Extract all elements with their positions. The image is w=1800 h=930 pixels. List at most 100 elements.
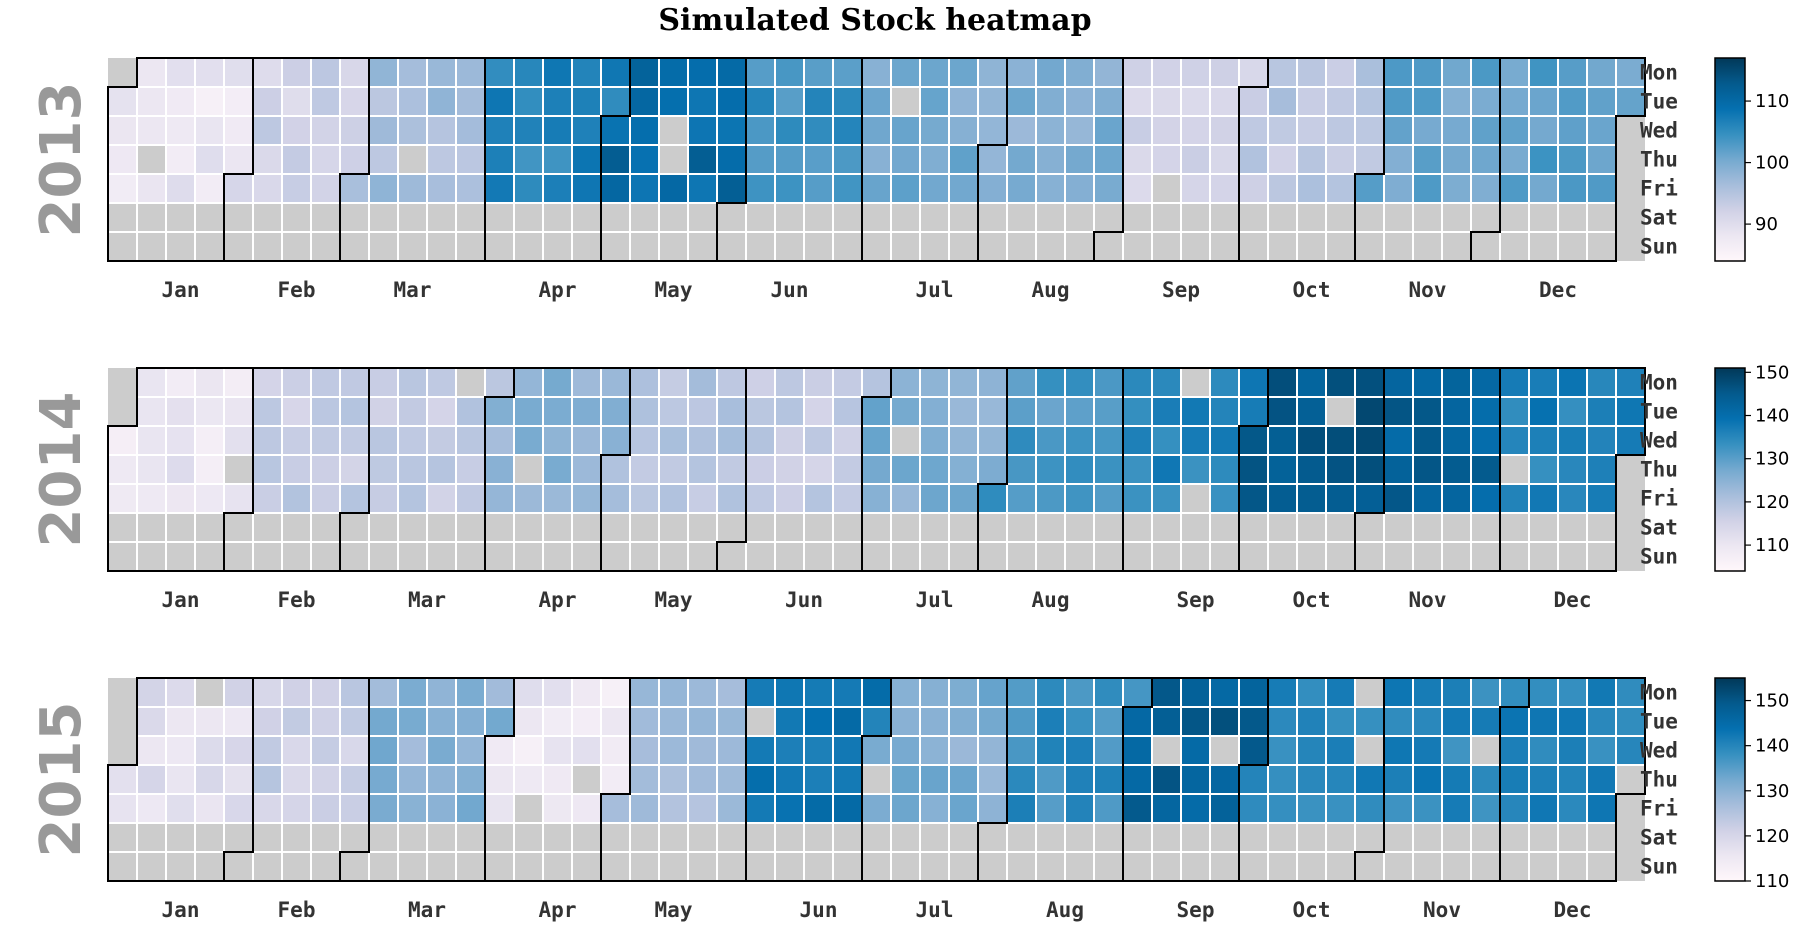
day-cell <box>1383 541 1414 572</box>
day-cell <box>223 367 254 398</box>
day-cell <box>1470 86 1501 117</box>
day-cell <box>1209 231 1240 262</box>
day-cell <box>1122 541 1153 572</box>
day-cell <box>1267 454 1298 485</box>
day-cell <box>339 173 370 204</box>
day-cell <box>1209 144 1240 175</box>
day-cell <box>745 706 776 737</box>
day-cell <box>600 706 631 737</box>
day-cell <box>1035 144 1066 175</box>
day-cell <box>1267 115 1298 146</box>
day-cell <box>194 851 225 882</box>
day-cell <box>1499 822 1530 853</box>
day-cell <box>919 173 950 204</box>
day-cell <box>948 115 979 146</box>
day-cell <box>1528 454 1559 485</box>
day-cell <box>977 483 1008 514</box>
day-cell <box>1441 454 1472 485</box>
day-cell <box>687 851 718 882</box>
day-cell <box>1383 367 1414 398</box>
day-cell <box>977 202 1008 233</box>
day-cell <box>1209 425 1240 456</box>
day-cell <box>310 396 341 427</box>
day-cell <box>1180 483 1211 514</box>
day-cell <box>1180 454 1211 485</box>
day-cell <box>1499 396 1530 427</box>
day-cell <box>1528 231 1559 262</box>
day-cell <box>1412 793 1443 824</box>
day-cell <box>1615 425 1646 456</box>
day-cell <box>774 231 805 262</box>
day-cell <box>948 735 979 766</box>
month-label: Jan <box>162 588 200 612</box>
day-cell <box>310 144 341 175</box>
day-cell <box>977 541 1008 572</box>
day-cell <box>890 367 921 398</box>
day-cell <box>484 793 515 824</box>
day-cell <box>426 706 457 737</box>
day-cell <box>1267 231 1298 262</box>
day-cell <box>455 822 486 853</box>
day-cell <box>1006 57 1037 88</box>
day-cell <box>223 202 254 233</box>
day-cell <box>919 793 950 824</box>
day-cell <box>165 86 196 117</box>
day-cell <box>194 202 225 233</box>
day-cell <box>368 793 399 824</box>
day-cell <box>571 512 602 543</box>
day-cell <box>1354 454 1385 485</box>
day-cell <box>890 202 921 233</box>
day-cell <box>1557 541 1588 572</box>
day-cell <box>165 541 196 572</box>
day-cell <box>1035 367 1066 398</box>
day-cell <box>281 173 312 204</box>
day-cell <box>600 483 631 514</box>
day-cell <box>1615 57 1646 88</box>
day-cell <box>1093 425 1124 456</box>
day-cell <box>629 144 660 175</box>
day-cell <box>513 851 544 882</box>
month-label: Oct <box>1293 278 1331 302</box>
day-cell <box>1064 115 1095 146</box>
day-cell <box>629 115 660 146</box>
day-cell <box>397 173 428 204</box>
day-cell <box>223 115 254 146</box>
day-cell <box>310 57 341 88</box>
day-cell <box>252 851 283 882</box>
day-cell <box>1035 396 1066 427</box>
day-cell <box>455 483 486 514</box>
day-cell <box>890 541 921 572</box>
day-cell <box>1064 396 1095 427</box>
day-cell <box>397 115 428 146</box>
day-cell <box>1441 764 1472 795</box>
day-cell <box>455 144 486 175</box>
day-cell <box>1586 735 1617 766</box>
day-cell <box>455 541 486 572</box>
day-cell <box>1325 793 1356 824</box>
day-cell <box>600 115 631 146</box>
day-cell <box>310 764 341 795</box>
day-cell <box>716 144 747 175</box>
day-cell <box>252 144 283 175</box>
day-cell <box>107 86 138 117</box>
day-cell <box>136 86 167 117</box>
day-cell <box>948 144 979 175</box>
day-cell <box>1122 454 1153 485</box>
day-cell <box>803 454 834 485</box>
day-cell <box>948 173 979 204</box>
colorbar-tick-label: 100 <box>1755 153 1789 174</box>
day-cell <box>165 512 196 543</box>
day-cell <box>165 396 196 427</box>
day-cell <box>774 396 805 427</box>
day-cell <box>1064 202 1095 233</box>
day-cell <box>977 851 1008 882</box>
day-cell <box>716 483 747 514</box>
day-cell <box>1180 202 1211 233</box>
day-cell <box>310 541 341 572</box>
day-cell <box>1180 367 1211 398</box>
day-cell <box>1354 173 1385 204</box>
day-cell <box>1325 706 1356 737</box>
day-cell <box>1238 115 1269 146</box>
day-cell <box>745 677 776 708</box>
day-cell <box>1209 57 1240 88</box>
